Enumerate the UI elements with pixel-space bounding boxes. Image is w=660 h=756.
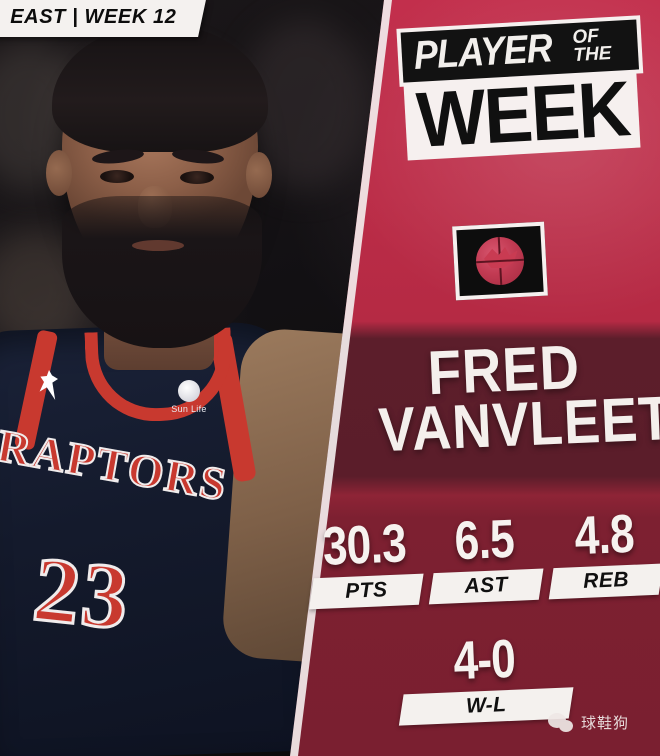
record-label: W-L — [465, 692, 507, 718]
stat-cell-reb: 4.8 REB — [548, 503, 660, 599]
player-ear-left — [46, 150, 72, 196]
player-beard — [62, 196, 262, 348]
headline-of-the-stack: OF THE — [572, 26, 612, 67]
jersey-sponsor-patch: Sun Life — [160, 380, 218, 422]
basketball-icon — [474, 235, 526, 287]
wechat-bubble-small — [559, 719, 573, 732]
headline-week-word: WEEK — [403, 64, 641, 164]
player-last-name: VANVLEET — [377, 384, 660, 466]
player-name: FRED VANVLEET — [358, 333, 660, 466]
conference-week-label: EAST | WEEK 12 — [10, 6, 177, 28]
watermark-text: 球鞋狗 — [581, 715, 630, 732]
stat-label-bar: AST — [428, 568, 544, 604]
stat-label: PTS — [344, 577, 388, 603]
raptor-claw-icon — [483, 245, 519, 277]
headline-block: PLAYER OF THE WEEK — [400, 19, 644, 164]
sponsor-globe-icon — [178, 380, 200, 402]
toronto-raptors-logo — [452, 221, 548, 301]
stat-value: 30.3 — [321, 513, 407, 577]
stat-cell-ast: 6.5 AST — [428, 508, 544, 604]
stat-row: 30.3 PTS 6.5 AST 4.8 REB — [308, 503, 660, 610]
player-eye-right — [180, 171, 214, 184]
stat-cell-record: 4-0 W-L — [398, 628, 574, 726]
player-eye-left — [100, 170, 134, 183]
headline-player-word: PLAYER — [412, 26, 553, 78]
stat-label: AST — [463, 572, 509, 598]
player-mouth — [132, 240, 184, 251]
stat-value: 6.5 — [453, 508, 515, 572]
watermark: 球鞋狗 — [548, 712, 629, 733]
record-value: 4-0 — [452, 628, 517, 692]
stat-label: REB — [582, 567, 630, 593]
wechat-icon — [548, 712, 574, 733]
player-hair — [52, 24, 268, 152]
conference-week-tag: EAST | WEEK 12 — [0, 0, 207, 37]
stat-cell-pts: 30.3 PTS — [308, 513, 424, 610]
jersey-sponsor-label: Sun Life — [171, 404, 207, 414]
headline-the-word: THE — [572, 43, 612, 67]
stat-value: 4.8 — [573, 503, 635, 567]
player-ear-right — [246, 152, 272, 198]
stat-label-bar: PTS — [308, 573, 424, 610]
jersey-number: 23 — [27, 536, 136, 650]
stat-label-bar: REB — [548, 563, 660, 599]
